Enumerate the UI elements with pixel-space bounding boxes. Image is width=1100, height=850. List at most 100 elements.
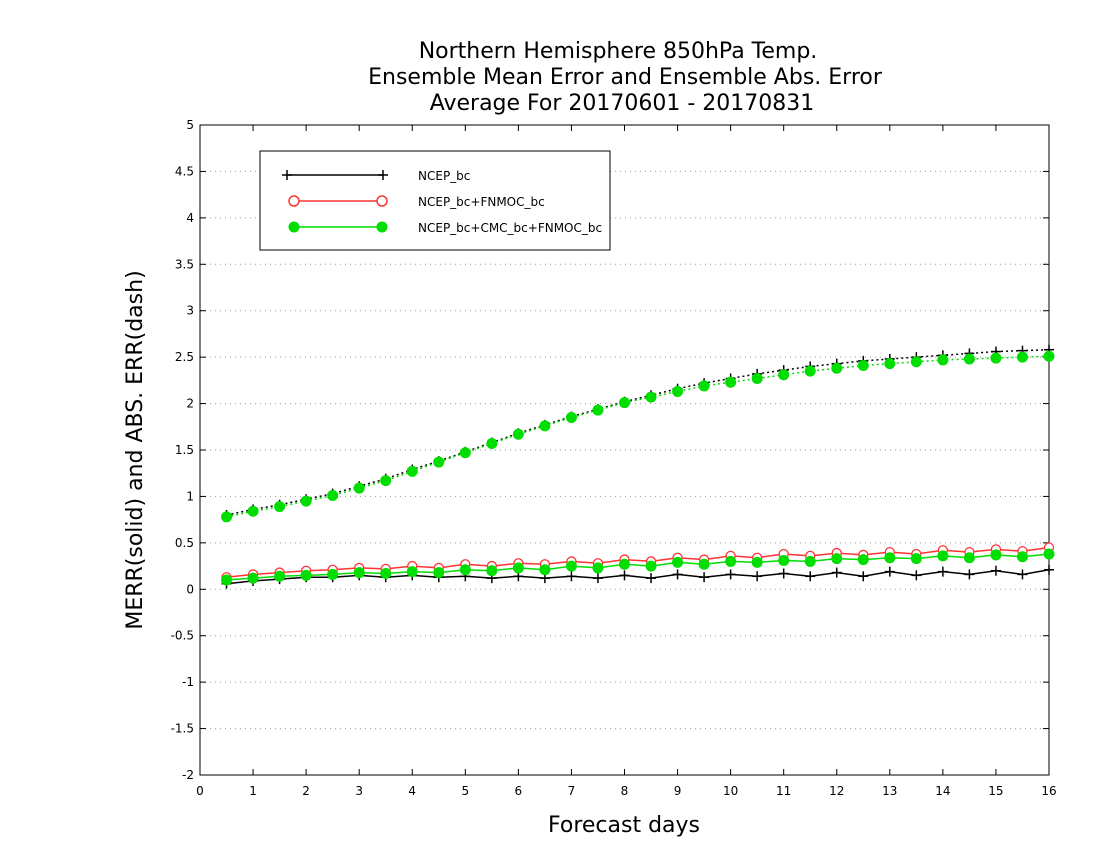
merr-point xyxy=(645,560,657,572)
merr-point xyxy=(247,572,259,584)
merr-point xyxy=(884,552,896,564)
y-tick-label: 3 xyxy=(186,304,194,318)
merr-point xyxy=(592,562,604,574)
abs-err-point xyxy=(751,373,763,384)
y-tick-label: 4 xyxy=(186,211,194,225)
merr-point xyxy=(619,558,630,570)
merr-point xyxy=(566,571,577,582)
x-tick-label: 16 xyxy=(1041,784,1056,798)
y-tick-label: -1.5 xyxy=(171,722,194,736)
series-merr-NCEP_bc+CMC_bc+FNMOC_bc xyxy=(221,548,1055,586)
abs-err-point xyxy=(645,391,657,403)
merr-point xyxy=(406,566,418,578)
chart-title-line-2: Ensemble Mean Error and Ensemble Abs. Er… xyxy=(368,65,883,90)
legend: NCEP_bc NCEP_bc+FNMOC_bc NCEP_bc+CMC_bc+… xyxy=(259,150,611,251)
y-tick-label: 5 xyxy=(186,118,194,132)
x-tick-label: 12 xyxy=(829,784,844,798)
abs-err-point xyxy=(459,447,471,459)
merr-point xyxy=(858,571,869,582)
abs-err-point xyxy=(990,352,1002,364)
merr-point xyxy=(751,556,763,568)
merr-point xyxy=(725,569,736,580)
x-tick-label: 0 xyxy=(196,784,204,798)
abs-err-point xyxy=(963,353,975,365)
grid-lines xyxy=(200,170,1049,730)
merr-point xyxy=(592,573,603,584)
abs-err-point xyxy=(1043,350,1055,362)
x-tick-label: 13 xyxy=(882,784,897,798)
legend-marker-ncep-cmc-fnmoc-right xyxy=(376,221,388,233)
chart-title-line-1: Northern Hemisphere 850hPa Temp. xyxy=(419,39,818,64)
merr-point xyxy=(857,554,869,566)
merr-point xyxy=(433,567,445,579)
merr-point xyxy=(752,571,763,582)
legend-marker-ncep-fnmoc-left xyxy=(288,195,300,207)
merr-point xyxy=(1016,551,1028,563)
abs-err-point xyxy=(433,456,445,468)
abs-err-point xyxy=(592,404,604,416)
y-tick-label: 4.5 xyxy=(175,164,194,178)
merr-point xyxy=(963,552,975,564)
merr-point xyxy=(831,567,842,578)
abs-err-point xyxy=(327,490,339,501)
merr-point xyxy=(990,549,1002,561)
merr-point xyxy=(1043,548,1055,560)
abs-err-point xyxy=(778,369,790,381)
y-tick-label: 2.5 xyxy=(175,350,194,364)
x-tick-label: 5 xyxy=(461,784,469,798)
merr-point xyxy=(778,568,789,579)
x-tick-label: 11 xyxy=(776,784,791,798)
x-tick-label: 15 xyxy=(988,784,1003,798)
merr-point xyxy=(300,569,312,581)
merr-point xyxy=(672,569,683,580)
merr-point xyxy=(565,560,577,572)
abs-err-point xyxy=(1016,351,1028,363)
abs-err-point xyxy=(937,354,949,366)
abs-err-point xyxy=(406,465,418,477)
y-tick-label: -0.5 xyxy=(171,629,194,643)
legend-marker-ncep-right xyxy=(378,170,388,180)
abs-err-point xyxy=(857,360,869,371)
merr-point xyxy=(937,566,948,577)
merr-point xyxy=(964,569,975,580)
abs-err-point xyxy=(619,397,630,409)
abs-err-point xyxy=(910,356,922,368)
abs-err-point xyxy=(831,362,843,374)
chart-title-line-3: Average For 20170601 - 20170831 xyxy=(430,91,815,116)
merr-point xyxy=(778,555,790,566)
merr-point xyxy=(699,572,710,583)
merr-point xyxy=(884,566,895,577)
x-tick-label: 4 xyxy=(408,784,416,798)
legend-marker-ncep-cmc-fnmoc-left xyxy=(288,221,300,233)
y-tick-label: -2 xyxy=(182,768,194,782)
abs-err-point xyxy=(539,420,551,432)
y-tick-label: 0.5 xyxy=(175,536,194,550)
merr-point xyxy=(672,556,684,568)
merr-point xyxy=(937,550,949,562)
abs-err-point xyxy=(353,482,365,494)
merr-point xyxy=(1017,569,1028,580)
merr-point xyxy=(539,564,551,576)
legend-label-ncep-cmc-fnmoc: NCEP_bc+CMC_bc+FNMOC_bc xyxy=(418,221,602,235)
abs-err-point xyxy=(565,412,577,423)
x-tick-label: 10 xyxy=(723,784,738,798)
merr-point xyxy=(805,571,816,582)
x-tick-label: 2 xyxy=(302,784,310,798)
y-tick-label: -1 xyxy=(182,675,194,689)
x-axis-label: Forecast days xyxy=(548,813,700,838)
legend-label-ncep-fnmoc: NCEP_bc+FNMOC_bc xyxy=(418,195,545,209)
merr-point xyxy=(486,565,498,577)
legend-label-ncep: NCEP_bc xyxy=(418,169,470,183)
y-tick-label: 1.5 xyxy=(175,443,194,457)
merr-point xyxy=(327,568,339,580)
x-tick-label: 9 xyxy=(674,784,682,798)
merr-point xyxy=(274,570,286,582)
merr-point xyxy=(619,570,630,581)
abs-err-point xyxy=(247,505,259,517)
merr-point xyxy=(512,562,524,574)
y-axis-label: MERR(solid) and ABS. ERR(dash) xyxy=(123,270,148,629)
abs-err-point xyxy=(221,511,233,523)
legend-marker-ncep-left xyxy=(282,170,292,180)
y-tick-label: 1 xyxy=(186,489,194,503)
